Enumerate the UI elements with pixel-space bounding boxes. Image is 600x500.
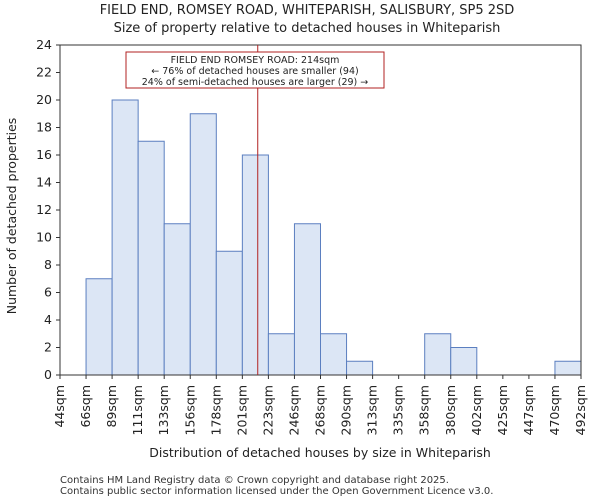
- bar-290sqm: [346, 360, 374, 376]
- bar-380sqm: [450, 347, 478, 376]
- y-tick-label: 16: [36, 147, 52, 162]
- annotation-line: 24% of semi-detached houses are larger (…: [142, 77, 369, 88]
- annotation-box: [125, 51, 385, 89]
- x-tick-label: 492sqm: [573, 385, 588, 435]
- x-tick-label: 223sqm: [260, 385, 275, 435]
- y-tick-label: 2: [44, 340, 52, 355]
- y-tick-label: 0: [44, 367, 52, 382]
- y-tick-label: 8: [44, 257, 52, 272]
- bar-156sqm: [189, 113, 217, 376]
- x-tick-label: 335sqm: [391, 385, 406, 435]
- x-tick-label: 111sqm: [130, 385, 145, 435]
- y-tick-label: 14: [36, 175, 52, 190]
- bar-133sqm: [163, 223, 191, 376]
- y-tick-label: 20: [36, 92, 52, 107]
- annotation-line: FIELD END ROMSEY ROAD: 214sqm: [171, 55, 340, 66]
- y-tick-label: 12: [36, 202, 52, 217]
- bar-66sqm: [85, 278, 113, 376]
- y-tick-label: 24: [36, 37, 52, 52]
- x-tick-label: 66sqm: [78, 385, 93, 428]
- bar-201sqm: [241, 154, 269, 376]
- x-tick-label: 178sqm: [208, 385, 223, 435]
- x-tick-label: 425sqm: [495, 385, 510, 435]
- x-tick-label: 470sqm: [547, 385, 562, 435]
- y-tick-label: 10: [36, 230, 52, 245]
- x-tick-label: 156sqm: [182, 385, 197, 435]
- bar-111sqm: [137, 140, 165, 376]
- x-axis-label: Distribution of detached houses by size …: [149, 445, 491, 460]
- x-tick-label: 402sqm: [469, 385, 484, 435]
- y-axis-label: Number of detached properties: [4, 118, 19, 315]
- footer-line-1: Contains HM Land Registry data © Crown c…: [60, 475, 449, 486]
- bar-89sqm: [111, 99, 139, 376]
- bar-268sqm: [320, 333, 348, 376]
- bar-358sqm: [424, 333, 452, 376]
- x-tick-label: 447sqm: [521, 385, 536, 435]
- x-tick-label: 290sqm: [339, 385, 354, 435]
- bar-470sqm: [554, 360, 582, 376]
- x-tick-label: 89sqm: [104, 385, 119, 428]
- x-tick-label: 268sqm: [313, 385, 328, 435]
- chart-title-line-2: Size of property relative to detached ho…: [114, 21, 501, 36]
- y-tick-label: 18: [36, 120, 52, 135]
- y-tick-label: 22: [36, 65, 52, 80]
- y-tick-label: 6: [44, 285, 52, 300]
- x-tick-label: 44sqm: [52, 385, 67, 428]
- bar-246sqm: [293, 223, 322, 376]
- annotation-line: ← 76% of detached houses are smaller (94…: [151, 66, 358, 77]
- x-tick-label: 358sqm: [417, 385, 432, 435]
- y-tick-label: 4: [44, 312, 52, 327]
- x-tick-label: 380sqm: [443, 385, 458, 435]
- x-tick-label: 133sqm: [156, 385, 171, 435]
- x-tick-label: 201sqm: [234, 385, 249, 435]
- x-tick-label: 246sqm: [286, 385, 301, 435]
- bar-223sqm: [267, 333, 295, 376]
- x-tick-label: 313sqm: [365, 385, 380, 435]
- bar-178sqm: [215, 250, 243, 376]
- footer-line-2: Contains public sector information licen…: [60, 486, 493, 497]
- chart-title-line-1: FIELD END, ROMSEY ROAD, WHITEPARISH, SAL…: [100, 3, 515, 18]
